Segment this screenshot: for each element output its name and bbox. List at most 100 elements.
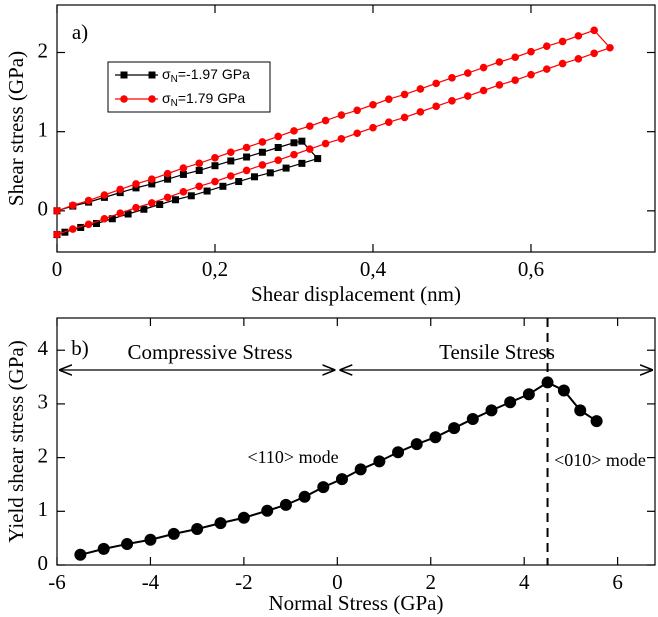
marker — [147, 199, 156, 207]
marker — [290, 150, 298, 159]
marker — [100, 214, 109, 223]
marker — [211, 153, 219, 162]
marker — [132, 180, 140, 188]
marker — [258, 138, 267, 146]
x-tick-label: 2 — [426, 570, 437, 594]
marker — [226, 148, 235, 157]
panel-label: a) — [72, 20, 88, 44]
marker — [574, 55, 583, 63]
marker — [290, 127, 298, 135]
marker — [250, 173, 258, 181]
marker — [163, 193, 172, 202]
marker — [140, 205, 148, 213]
y-tick-label: 1 — [38, 497, 49, 521]
marker — [187, 192, 195, 200]
marker — [274, 144, 282, 151]
marker — [463, 69, 472, 77]
marker — [214, 517, 227, 530]
marker — [448, 422, 461, 435]
marker — [479, 86, 488, 95]
x-tick-label: 0,6 — [518, 257, 544, 281]
marker — [606, 43, 614, 52]
marker — [416, 108, 425, 116]
marker — [384, 95, 393, 104]
marker — [485, 404, 498, 417]
marker — [68, 201, 77, 210]
marker — [558, 37, 567, 46]
marker — [504, 396, 517, 409]
marker — [163, 169, 172, 178]
marker — [511, 53, 519, 62]
marker — [314, 155, 322, 163]
marker — [590, 49, 598, 58]
y-tick-label: 0 — [38, 551, 49, 575]
marker — [53, 207, 61, 215]
marker — [100, 191, 109, 199]
marker — [195, 159, 203, 168]
marker — [171, 196, 179, 204]
marker — [373, 455, 386, 468]
marker — [282, 164, 290, 172]
marker — [258, 148, 266, 156]
marker — [84, 196, 93, 205]
marker — [541, 376, 554, 389]
region-label: Tensile Stress — [439, 340, 555, 364]
marker — [369, 100, 377, 109]
marker — [335, 473, 348, 486]
marker — [242, 143, 251, 152]
marker — [116, 209, 124, 218]
marker — [195, 182, 203, 191]
marker — [97, 542, 110, 555]
marker — [227, 157, 235, 165]
legend-label: σN=1.79 GPa — [162, 90, 245, 109]
marker — [195, 166, 203, 174]
marker — [574, 404, 587, 417]
region-label: Compressive Stress — [127, 340, 292, 364]
marker — [432, 102, 440, 111]
marker — [274, 132, 282, 141]
marker — [179, 188, 188, 196]
marker — [479, 63, 488, 72]
marker — [148, 95, 156, 103]
marker — [522, 388, 535, 401]
marker — [120, 95, 128, 103]
marker — [132, 184, 140, 192]
marker — [495, 81, 504, 89]
marker — [243, 153, 251, 161]
x-axis-label: Normal Stress (GPa) — [269, 591, 444, 615]
marker — [466, 412, 479, 425]
marker — [392, 446, 405, 459]
plot-frame — [56, 4, 656, 253]
marker — [429, 431, 442, 444]
legend-label: σN=-1.97 GPa — [162, 66, 250, 85]
marker — [369, 123, 377, 132]
marker — [148, 180, 156, 188]
marker — [400, 90, 409, 99]
marker — [410, 438, 423, 451]
x-tick-label: -4 — [142, 570, 160, 594]
marker — [384, 118, 393, 126]
marker — [274, 156, 282, 164]
legend-box — [107, 61, 271, 113]
marker — [400, 113, 409, 122]
marker — [144, 533, 157, 546]
mode-label: <010> mode — [554, 450, 646, 470]
marker — [132, 203, 140, 212]
marker — [305, 145, 314, 153]
y-tick-label: 2 — [38, 38, 49, 62]
marker — [211, 162, 219, 170]
marker — [156, 201, 164, 208]
marker — [495, 58, 504, 66]
marker — [179, 164, 188, 172]
x-tick-label: 0,2 — [202, 257, 228, 281]
marker — [74, 548, 87, 561]
marker — [235, 178, 243, 186]
plot-frame — [56, 317, 656, 566]
marker — [226, 172, 235, 180]
marker — [448, 96, 456, 105]
marker — [558, 59, 567, 68]
marker — [203, 187, 211, 195]
marker — [120, 71, 128, 79]
marker — [527, 47, 535, 56]
